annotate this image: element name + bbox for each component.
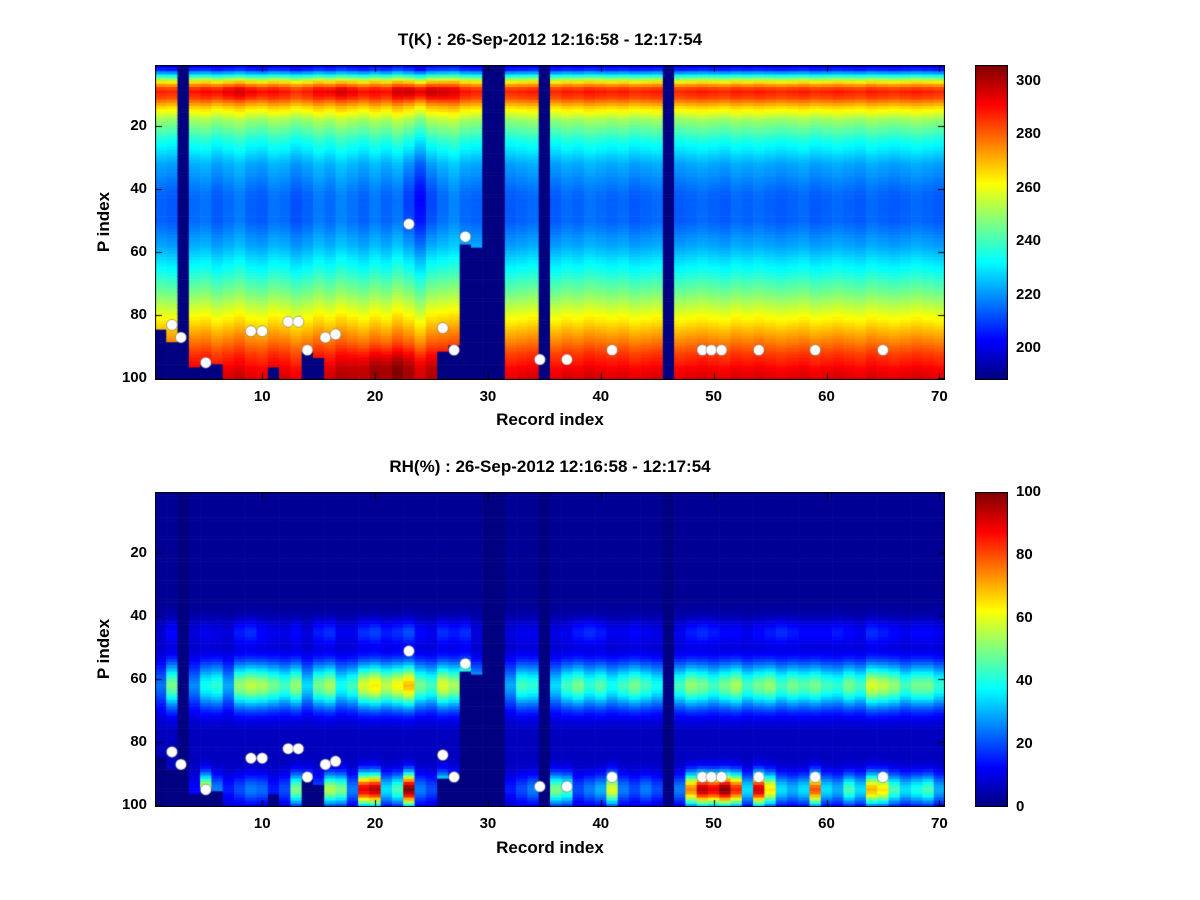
x-tick-label: 40	[592, 815, 610, 832]
y-tick-label: 60	[130, 243, 147, 261]
colorbar-tick-label: 0	[1016, 798, 1025, 815]
y-tick-label: 40	[130, 607, 147, 625]
x-tick-label: 20	[366, 388, 384, 405]
y-tick-label: 80	[130, 733, 147, 751]
colorbar-tick-label: 200	[1016, 338, 1042, 356]
colorbar-tick-label: 20	[1016, 735, 1033, 752]
x-tick-label: 60	[818, 815, 835, 832]
colorbar-tick-label: 260	[1016, 178, 1042, 196]
x-tick-label: 30	[479, 815, 497, 832]
temperature-heatmap	[155, 65, 945, 380]
colorbar-tick-label: 300	[1016, 72, 1042, 90]
colorbar-tick-label: 240	[1016, 232, 1042, 250]
colorbar-tick-label: 280	[1016, 125, 1042, 143]
x-tick-label: 10	[253, 815, 271, 832]
humidity-colorbar	[975, 492, 1008, 807]
x-tick-label: 70	[931, 815, 948, 832]
temperature-xlabel: Record index	[496, 410, 604, 429]
x-tick-label: 50	[705, 815, 722, 832]
x-tick-label: 40	[592, 388, 610, 405]
temperature-title: T(K) : 26-Sep-2012 12:16:58 - 12:17:54	[397, 30, 703, 49]
colorbar-tick-label: 220	[1016, 285, 1042, 303]
y-tick-label: 20	[130, 117, 147, 135]
humidity-title: RH(%) : 26-Sep-2012 12:16:58 - 12:17:54	[389, 457, 711, 476]
humidity-xlabel: Record index	[496, 838, 604, 857]
x-tick-label: 70	[931, 388, 948, 405]
x-tick-label: 50	[705, 388, 722, 405]
y-tick-label: 80	[130, 306, 147, 324]
humidity-heatmap	[155, 492, 945, 807]
x-tick-label: 60	[818, 388, 835, 405]
colorbar-tick-label: 60	[1016, 609, 1033, 626]
y-tick-label: 20	[130, 544, 147, 562]
x-tick-label: 20	[366, 815, 384, 832]
x-tick-label: 10	[253, 388, 271, 405]
colorbar-tick-label: 100	[1016, 483, 1042, 500]
x-tick-label: 30	[479, 388, 497, 405]
colorbar-tick-label: 80	[1016, 546, 1033, 563]
y-tick-label: 60	[130, 670, 147, 688]
y-tick-label: 100	[121, 796, 147, 814]
temperature-colorbar	[975, 65, 1008, 380]
colorbar-tick-label: 40	[1016, 672, 1033, 689]
y-tick-label: 100	[121, 369, 147, 387]
y-tick-label: 40	[130, 180, 147, 198]
